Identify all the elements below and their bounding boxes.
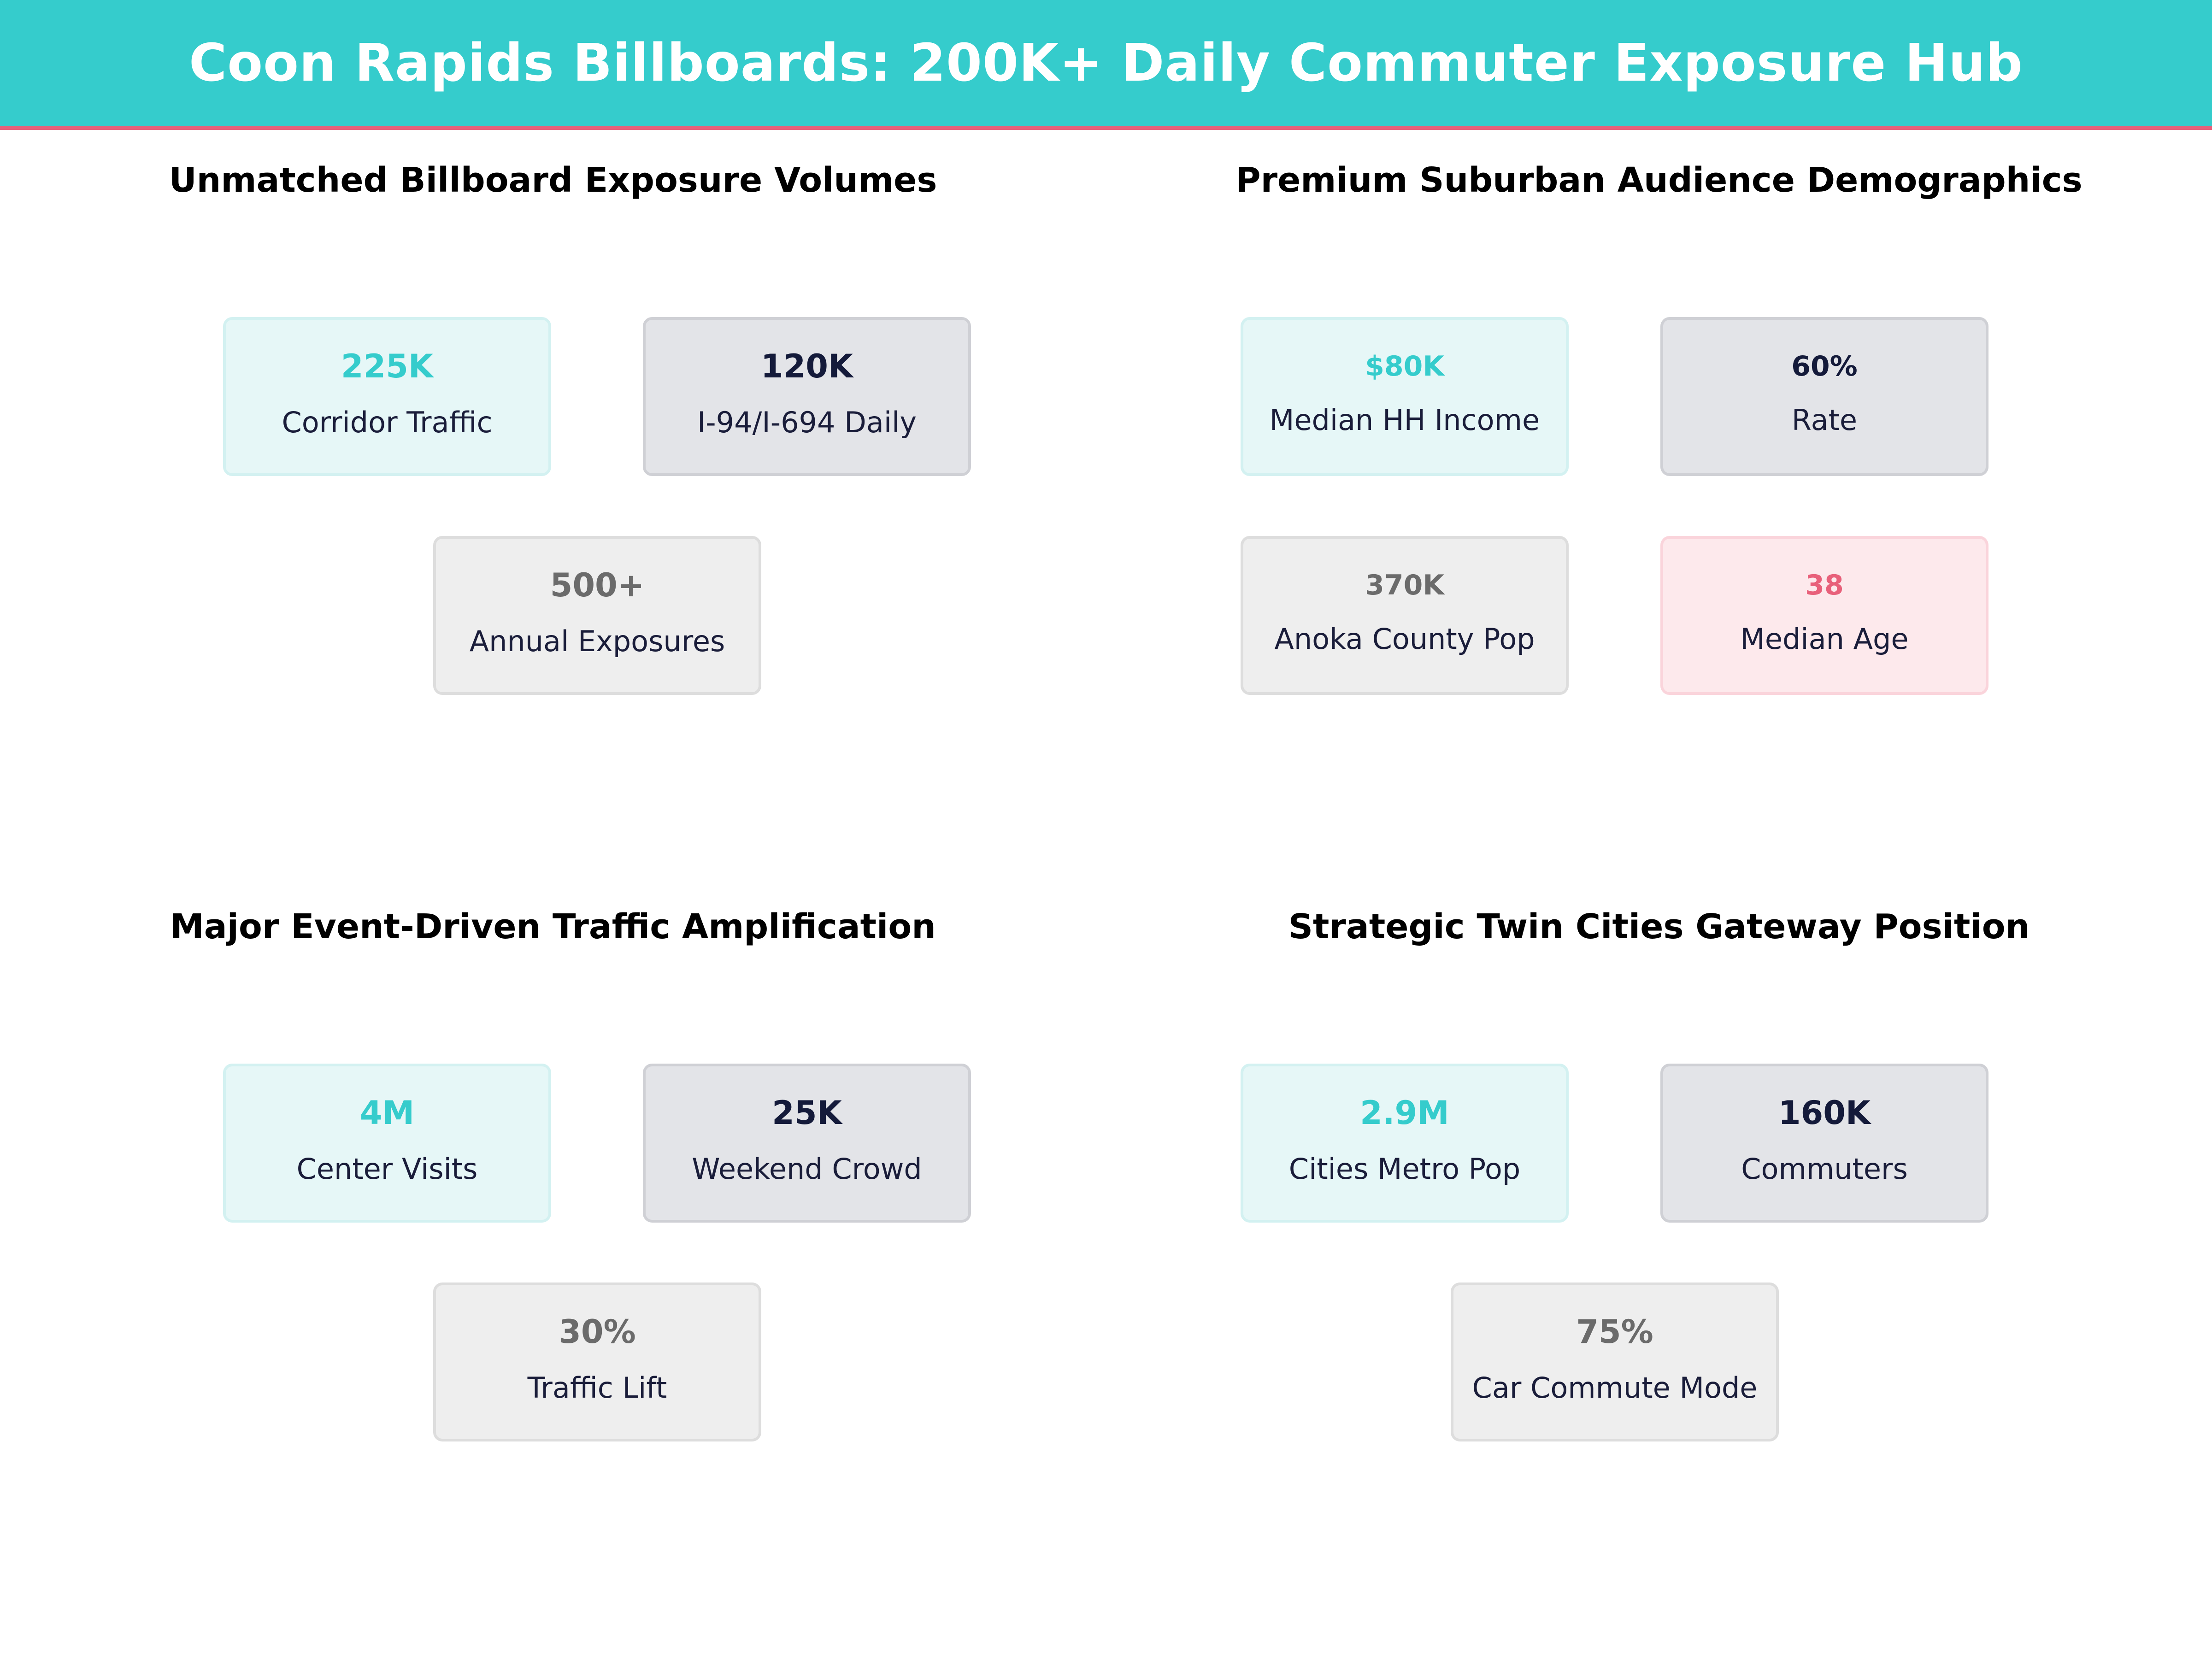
stat-value: 75% [1576, 1313, 1653, 1351]
stat-label: Median Age [1740, 622, 1909, 656]
stat-value: 225K [341, 347, 434, 385]
stat-value: 120K [760, 347, 853, 385]
header-banner: Coon Rapids Billboards: 200K+ Daily Comm… [0, 0, 2212, 130]
stat-label: Car Commute Mode [1472, 1371, 1758, 1405]
stat-value: $80K [1365, 350, 1444, 382]
stat-label: I-94/I-694 Daily [697, 406, 917, 439]
stat-value: 2.9M [1360, 1094, 1449, 1132]
stat-value: 25K [772, 1094, 842, 1132]
stat-value: 370K [1365, 569, 1444, 601]
panel-event-traffic: Major Event-Driven Traffic Amplification… [0, 907, 1106, 1653]
stat-card-median-income: $80K Median HH Income [1241, 317, 1569, 476]
stat-label: Median HH Income [1269, 403, 1540, 437]
panel-audience-demographics: Premium Suburban Audience Demographics $… [1106, 0, 2212, 747]
stat-card-metro-population: 2.9M Cities Metro Pop [1241, 1064, 1569, 1223]
stat-label: Anoka County Pop [1274, 622, 1535, 656]
stat-label: Annual Exposures [469, 624, 725, 658]
panel-title: Major Event-Driven Traffic Amplification [170, 907, 936, 947]
stat-value: 4M [359, 1094, 415, 1132]
stat-card-commuters: 160K Commuters [1660, 1064, 1988, 1223]
panel-title: Premium Suburban Audience Demographics [1235, 160, 2083, 200]
stat-card-traffic-lift: 30% Traffic Lift [433, 1282, 761, 1441]
panel-gateway-position: Strategic Twin Cities Gateway Position 2… [1106, 907, 2212, 1653]
stat-label: Cities Metro Pop [1288, 1152, 1521, 1186]
stat-card-median-age: 38 Median Age [1660, 536, 1988, 695]
stat-card-rate: 60% Rate [1660, 317, 1988, 476]
stat-value: 38 [1805, 569, 1844, 601]
panel-title: Strategic Twin Cities Gateway Position [1288, 907, 2030, 947]
page-title: Coon Rapids Billboards: 200K+ Daily Comm… [189, 33, 2023, 93]
stat-card-center-visits: 4M Center Visits [223, 1064, 551, 1223]
stat-label: Center Visits [296, 1152, 478, 1186]
stat-card-weekend-crowd: 25K Weekend Crowd [643, 1064, 971, 1223]
stat-card-car-commute-mode: 75% Car Commute Mode [1451, 1282, 1779, 1441]
panel-title: Unmatched Billboard Exposure Volumes [169, 160, 937, 200]
stat-card-county-population: 370K Anoka County Pop [1241, 536, 1569, 695]
stat-value: 30% [559, 1313, 636, 1351]
stat-card-corridor-traffic: 225K Corridor Traffic [223, 317, 551, 476]
stat-value: 500+ [550, 566, 645, 604]
stat-label: Traffic Lift [527, 1371, 667, 1405]
stat-card-highway-daily: 120K I-94/I-694 Daily [643, 317, 971, 476]
panel-exposure-volumes: Unmatched Billboard Exposure Volumes 225… [0, 0, 1106, 747]
stat-label: Rate [1791, 403, 1858, 437]
stat-value: 160K [1778, 1094, 1871, 1132]
stat-label: Commuters [1741, 1152, 1908, 1186]
stat-label: Corridor Traffic [282, 406, 493, 439]
stat-value: 60% [1791, 350, 1858, 382]
stat-label: Weekend Crowd [692, 1152, 922, 1186]
stat-card-annual-exposures: 500+ Annual Exposures [433, 536, 761, 695]
